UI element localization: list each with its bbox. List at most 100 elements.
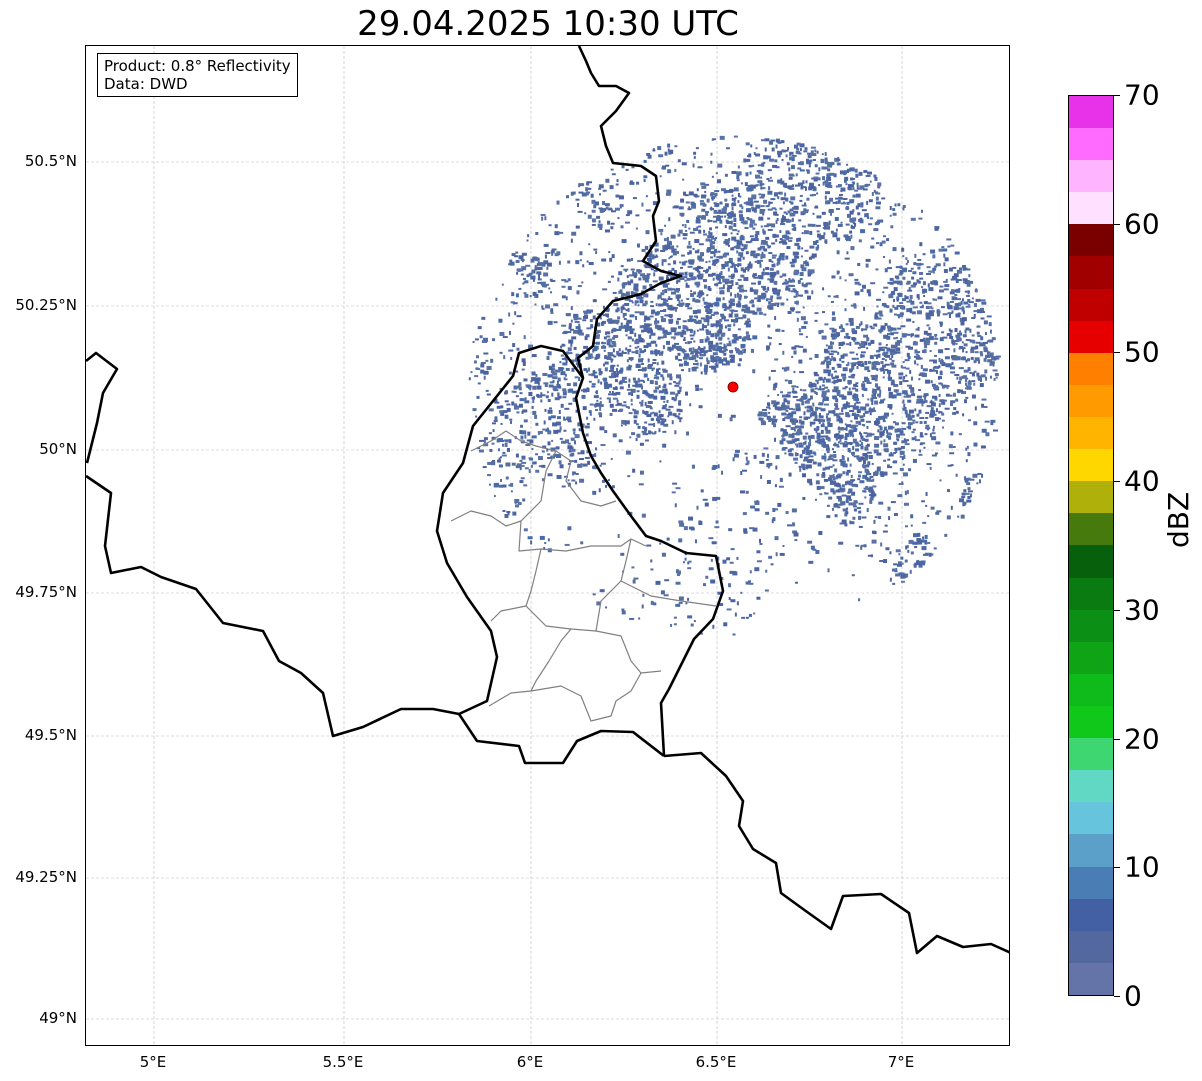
echo-pixel (880, 440, 883, 445)
echo-pixel (842, 376, 847, 379)
echo-pixel (611, 275, 615, 278)
colorbar-tick-label: 50 (1124, 335, 1160, 369)
echo-pixel (573, 431, 576, 435)
echo-pixel (879, 389, 882, 394)
echo-pixel (656, 263, 659, 268)
echo-pixel (810, 183, 813, 186)
echo-pixel (741, 337, 746, 342)
echo-pixel (599, 464, 602, 467)
echo-pixel (694, 359, 698, 362)
echo-pixel (726, 608, 732, 611)
echo-pixel (633, 409, 637, 412)
echo-pixel (815, 429, 818, 433)
echo-pixel (771, 254, 777, 257)
echo-pixel (806, 409, 812, 413)
echo-pixel (849, 442, 853, 446)
echo-pixel (840, 435, 843, 439)
echo-pixel (849, 218, 855, 223)
echo-pixel (589, 319, 593, 323)
echo-pixel (732, 571, 738, 576)
echo-pixel (966, 386, 972, 390)
echo-pixel (623, 324, 628, 329)
echo-pixel (816, 380, 819, 385)
echo-pixel (900, 562, 904, 565)
echo-pixel (538, 262, 543, 267)
echo-pixel (745, 159, 750, 162)
echo-pixel (585, 356, 590, 360)
echo-pixel (642, 285, 647, 290)
echo-pixel (671, 248, 677, 251)
echo-pixel (820, 419, 826, 423)
echo-pixel (559, 426, 562, 431)
echo-pixel (943, 280, 947, 283)
echo-pixel (791, 278, 794, 283)
echo-pixel (731, 197, 736, 201)
echo-pixel (658, 276, 664, 281)
echo-pixel (550, 279, 556, 282)
echo-pixel (648, 250, 653, 255)
echo-pixel (607, 383, 613, 388)
echo-pixel (725, 241, 730, 246)
echo-pixel (837, 223, 843, 227)
echo-pixel (781, 239, 787, 243)
echo-pixel (708, 303, 714, 308)
echo-pixel (662, 329, 668, 334)
echo-pixel (973, 442, 978, 447)
echo-pixel (737, 240, 743, 245)
echo-pixel (867, 469, 870, 472)
echo-pixel (820, 362, 825, 365)
echo-pixel (694, 239, 700, 244)
echo-pixel (855, 484, 859, 488)
echo-pixel (697, 166, 703, 169)
echo-pixel (738, 358, 742, 362)
echo-pixel (502, 410, 508, 414)
echo-pixel (541, 307, 545, 310)
echo-pixel (826, 225, 830, 228)
echo-pixel (633, 415, 638, 419)
echo-pixel (672, 482, 678, 485)
echo-pixel (725, 147, 730, 150)
echo-pixel (843, 405, 848, 410)
echo-pixel (628, 412, 633, 415)
echo-pixel (979, 310, 985, 313)
echo-pixel (512, 322, 515, 325)
echo-pixel (881, 367, 885, 372)
echo-pixel (712, 241, 716, 245)
echo-pixel (907, 356, 911, 360)
echo-pixel (844, 423, 847, 426)
echo-pixel (679, 388, 682, 393)
echo-pixel (729, 354, 735, 358)
echo-pixel (872, 388, 875, 392)
echo-pixel (971, 372, 975, 377)
echo-pixel (678, 380, 681, 385)
echo-pixel (809, 383, 814, 386)
echo-pixel (759, 414, 765, 417)
echo-pixel (738, 288, 744, 293)
echo-pixel (868, 199, 873, 203)
echo-pixel (846, 201, 850, 205)
echo-pixel (895, 266, 900, 269)
echo-pixel (914, 349, 918, 354)
echo-pixel (737, 300, 741, 305)
echo-pixel (907, 289, 913, 292)
echo-pixel (940, 306, 945, 309)
echo-pixel (752, 335, 758, 340)
echo-pixel (874, 470, 879, 475)
echo-pixel (869, 494, 873, 497)
echo-pixel (671, 344, 676, 349)
echo-pixel (848, 502, 854, 506)
echo-pixel (887, 327, 893, 332)
echo-pixel (663, 238, 667, 242)
echo-pixel (634, 346, 638, 349)
echo-pixel (592, 490, 597, 495)
echo-pixel (984, 332, 987, 336)
echo-pixel (819, 486, 825, 490)
echo-pixel (604, 430, 608, 434)
echo-pixel (763, 286, 766, 291)
echo-pixel (493, 398, 498, 403)
echo-pixel (700, 347, 704, 351)
echo-pixel (706, 294, 709, 297)
echo-pixel (924, 542, 928, 545)
echo-pixel (863, 306, 866, 311)
echo-pixel (872, 395, 877, 398)
